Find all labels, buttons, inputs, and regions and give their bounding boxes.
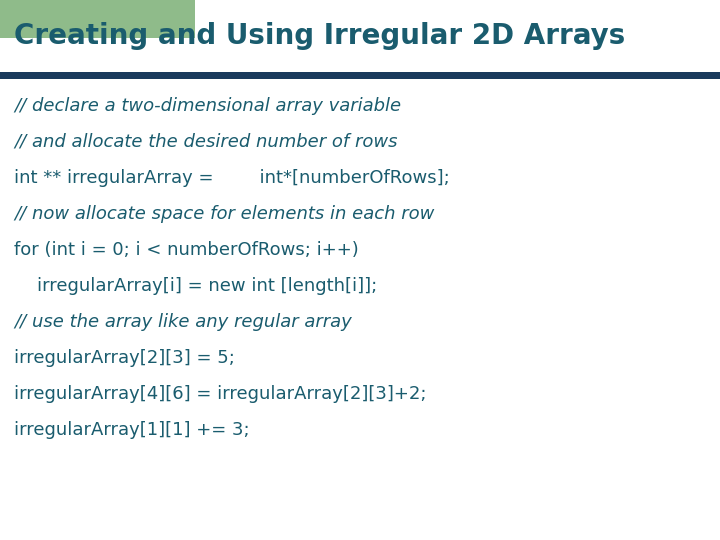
FancyBboxPatch shape (0, 0, 195, 38)
Text: // and allocate the desired number of rows: // and allocate the desired number of ro… (14, 133, 397, 151)
Text: irregularArray[i] = new int [length[i]];: irregularArray[i] = new int [length[i]]; (14, 277, 377, 295)
Text: irregularArray[4][6] = irregularArray[2][3]+2;: irregularArray[4][6] = irregularArray[2]… (14, 385, 426, 403)
FancyBboxPatch shape (0, 72, 720, 79)
Text: for (int i = 0; i < numberOfRows; i++): for (int i = 0; i < numberOfRows; i++) (14, 241, 359, 259)
FancyBboxPatch shape (0, 0, 720, 72)
Text: // declare a two-dimensional array variable: // declare a two-dimensional array varia… (14, 97, 401, 115)
Text: int ** irregularArray =        int*[numberOfRows];: int ** irregularArray = int*[numberOfRow… (14, 169, 450, 187)
Text: // use the array like any regular array: // use the array like any regular array (14, 313, 352, 331)
Text: irregularArray[2][3] = 5;: irregularArray[2][3] = 5; (14, 349, 235, 367)
Text: Creating and Using Irregular 2D Arrays: Creating and Using Irregular 2D Arrays (14, 22, 625, 50)
FancyBboxPatch shape (0, 0, 195, 38)
Text: // now allocate space for elements in each row: // now allocate space for elements in ea… (14, 205, 434, 223)
Text: irregularArray[1][1] += 3;: irregularArray[1][1] += 3; (14, 421, 250, 439)
